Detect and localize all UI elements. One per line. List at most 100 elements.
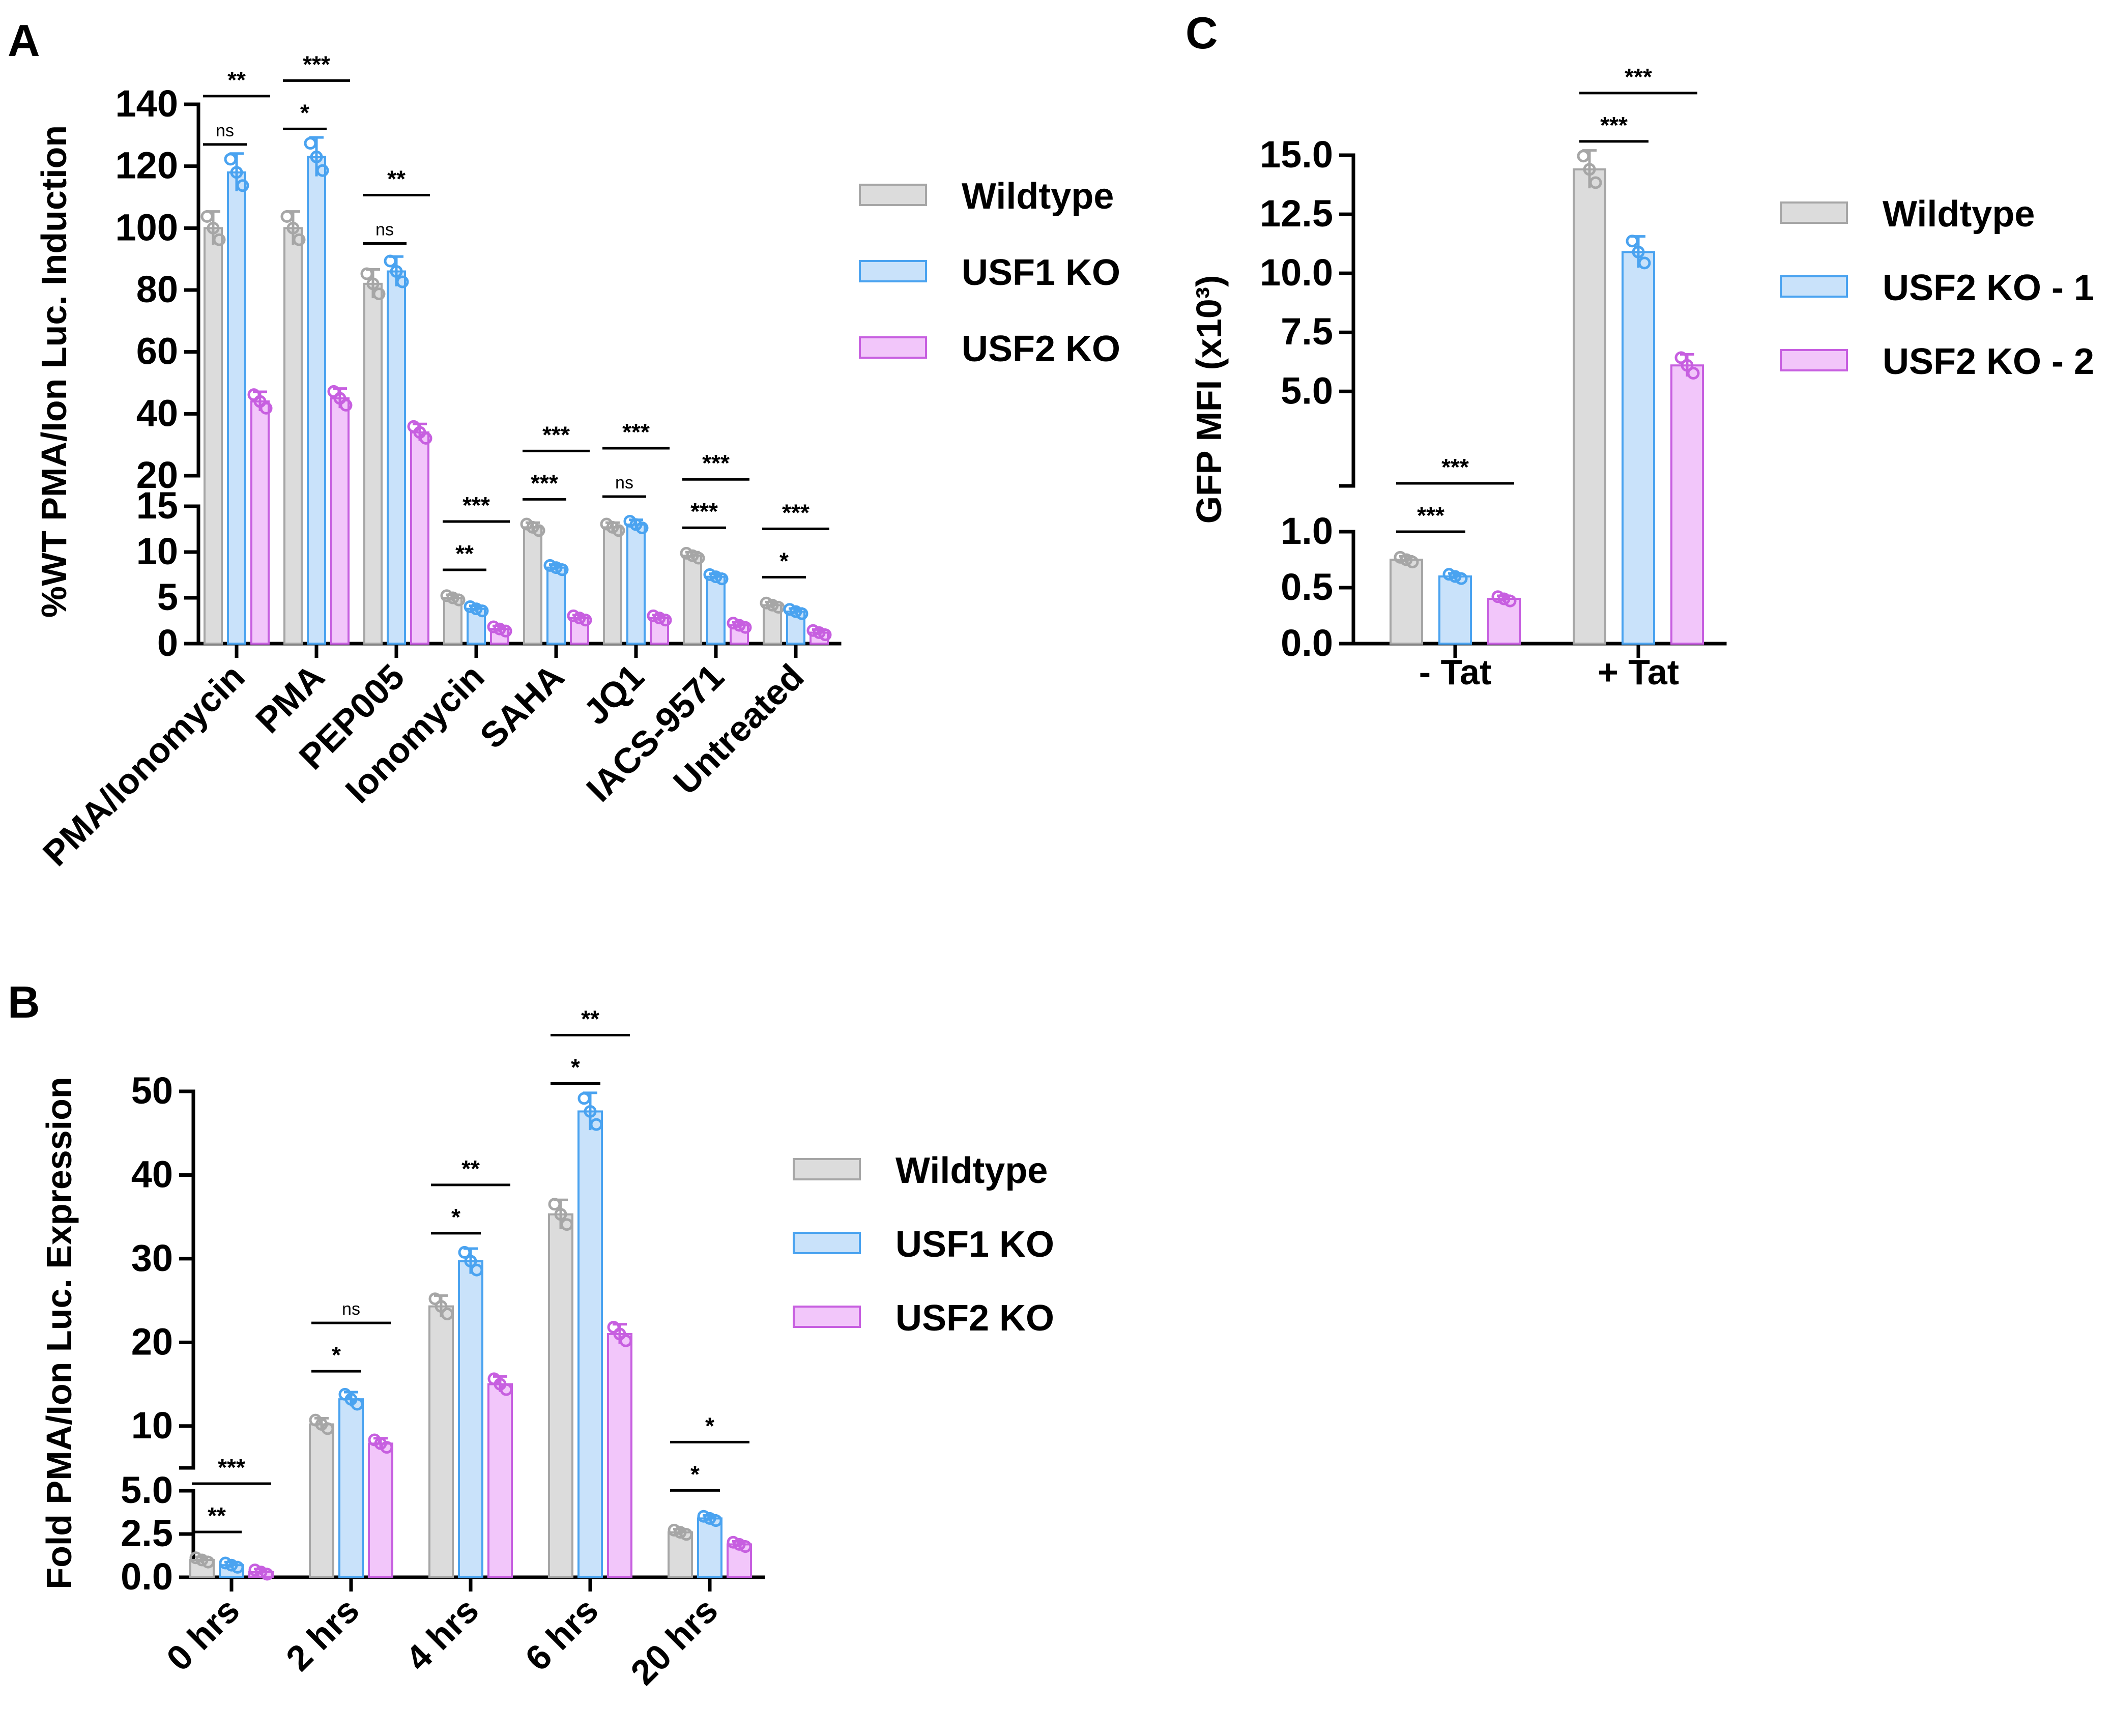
bar-usf1-ko — [706, 575, 726, 645]
replicate-point — [1674, 351, 1688, 364]
replicate-point — [280, 210, 294, 223]
replicate-point — [200, 210, 214, 223]
replicate-point — [1442, 568, 1456, 581]
replicate-point — [819, 628, 832, 642]
y-tick-label: 20 — [136, 454, 178, 496]
replicate-point — [446, 591, 459, 604]
y-tick-label: 50 — [131, 1069, 173, 1112]
replicate-point — [1406, 556, 1419, 569]
panel-label-a: A — [8, 15, 40, 66]
replicate-point — [213, 233, 226, 246]
replicate-point — [577, 1092, 591, 1105]
legend-swatch — [793, 1158, 861, 1180]
bar-wildtype — [428, 1305, 454, 1579]
replicate-point — [441, 1308, 454, 1321]
replicate-point — [435, 1300, 448, 1313]
replicate-point — [783, 603, 796, 616]
replicate-point — [1503, 594, 1517, 607]
replicate-point — [653, 612, 666, 625]
replicate-point — [360, 267, 373, 280]
sig-label: ** — [227, 67, 246, 93]
sig-label: * — [779, 547, 789, 574]
sig-label: ns — [216, 121, 234, 140]
bar-usf2-ko — [250, 400, 270, 645]
replicate-point — [600, 517, 613, 531]
replicate-point — [686, 549, 699, 562]
replicate-point — [789, 605, 802, 618]
replicate-point — [579, 614, 592, 627]
replicate-point — [727, 1536, 740, 1549]
sig-label: * — [332, 1342, 341, 1368]
sig-label: *** — [702, 450, 730, 476]
replicate-point — [236, 179, 249, 192]
replicate-point — [709, 570, 722, 584]
replicate-point — [286, 221, 300, 235]
y-axis-title: GFP MFI (x10³) — [1189, 275, 1229, 524]
panel-label-b: B — [8, 977, 40, 1027]
replicate-point — [231, 1560, 244, 1574]
replicate-point — [1449, 570, 1462, 583]
bar-usf1-ko — [387, 270, 406, 645]
replicate-point — [532, 524, 545, 537]
replicate-point — [225, 1558, 238, 1572]
replicate-point — [396, 275, 409, 288]
y-tick-label: 100 — [115, 206, 178, 248]
bar-wildtype — [309, 1423, 334, 1578]
bar-usf2-ko-1 — [1438, 575, 1472, 645]
replicate-point — [567, 609, 580, 622]
bar-usf1-ko — [338, 1398, 364, 1578]
replicate-point — [487, 620, 500, 633]
y-tick-label: 1.0 — [1281, 510, 1333, 552]
replicate-point — [261, 1568, 274, 1581]
x-tick-label: SAHA — [472, 656, 571, 756]
bar-wildtype — [1390, 559, 1423, 645]
bar-wildtype — [603, 526, 622, 645]
replicate-point — [1626, 235, 1639, 248]
replicate-point — [606, 520, 619, 534]
y-axis-title: Fold PMA/Ion Luc. Expression — [39, 1077, 79, 1589]
replicate-point — [733, 1538, 746, 1551]
replicate-point — [1632, 245, 1645, 258]
replicate-point — [556, 563, 569, 576]
y-tick-label: 80 — [136, 268, 178, 310]
replicate-point — [189, 1551, 203, 1565]
replicate-point — [493, 622, 506, 635]
bar-usf2-ko — [410, 431, 429, 645]
legend-label: USF1 KO — [895, 1224, 1054, 1265]
sig-label: *** — [690, 498, 718, 525]
y-tick-label: 40 — [131, 1153, 173, 1195]
replicate-point — [680, 1528, 693, 1541]
sig-label: ns — [342, 1299, 360, 1319]
sig-label: *** — [218, 1454, 245, 1481]
replicate-point — [727, 617, 740, 630]
bar-usf1-ko — [697, 1517, 722, 1578]
legend-label: USF2 KO — [895, 1298, 1054, 1339]
x-tick-label: 20 hrs — [623, 1590, 726, 1692]
replicate-point — [351, 1398, 364, 1411]
x-tick-label: 6 hrs — [517, 1590, 605, 1678]
sig-label: * — [451, 1204, 460, 1230]
replicate-point — [543, 559, 557, 572]
replicate-point — [772, 601, 785, 614]
replicate-point — [219, 1556, 232, 1570]
y-tick-label: 15.0 — [1260, 133, 1333, 176]
bar-wildtype — [523, 526, 542, 645]
bar-usf2-ko-2 — [1487, 598, 1521, 645]
y-tick-label: 15 — [136, 484, 178, 527]
legend-label: USF2 KO - 2 — [1883, 341, 2094, 382]
bar-usf2-ko-2 — [1670, 364, 1704, 645]
replicate-point — [674, 1526, 687, 1539]
bar-usf1-ko — [227, 171, 246, 645]
replicate-point — [452, 593, 466, 606]
replicate-point — [520, 517, 533, 531]
sig-label: *** — [1600, 112, 1628, 138]
bar-wildtype — [1573, 168, 1606, 645]
replicate-point — [692, 552, 705, 565]
sig-label: *** — [542, 421, 570, 448]
replicate-point — [1589, 176, 1602, 189]
bar-usf1-ko — [546, 566, 566, 645]
legend-label: Wildtype — [1883, 194, 2035, 235]
replicate-point — [619, 1334, 632, 1347]
replicate-point — [366, 277, 380, 291]
legend-swatch — [1780, 349, 1848, 371]
